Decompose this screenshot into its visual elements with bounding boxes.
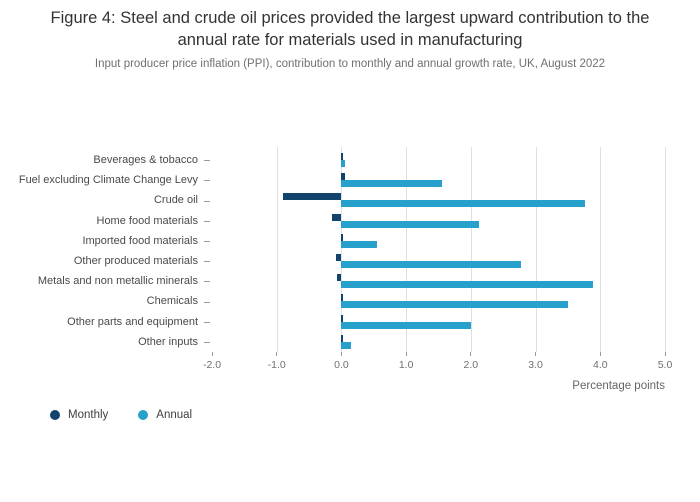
bar-annual — [341, 200, 585, 208]
gridline — [406, 147, 408, 352]
gridline — [276, 147, 278, 352]
legend-label: Monthly — [68, 409, 109, 421]
category-label: Home food materials — [96, 214, 199, 227]
x-tick-label: -1.0 — [267, 359, 286, 371]
category-label: Crude oil — [153, 194, 198, 207]
y-axis-ticks — [204, 150, 210, 352]
bar-monthly — [331, 213, 342, 221]
bar-monthly — [341, 314, 343, 322]
bar-annual — [341, 160, 345, 167]
x-tick-label: 4.0 — [592, 359, 608, 371]
category-label: Other inputs — [138, 335, 198, 348]
y-tick — [204, 341, 210, 343]
legend-dot-icon — [138, 410, 149, 420]
y-tick — [204, 160, 210, 162]
gridline — [600, 147, 602, 352]
x-tick-label: 0.0 — [334, 359, 349, 371]
y-tick — [204, 240, 210, 242]
gridline — [535, 147, 537, 352]
y-tick — [204, 261, 210, 263]
bar-annual — [341, 261, 522, 268]
category-label: Imported food materials — [82, 234, 198, 247]
y-tick — [204, 200, 210, 202]
bar-monthly — [336, 254, 342, 261]
chart-subtitle: Input producer price inflation (PPI), co… — [94, 58, 606, 70]
gridline — [665, 147, 666, 352]
bar-monthly — [336, 274, 342, 282]
bar-monthly — [283, 193, 342, 201]
bar-annual — [341, 220, 479, 228]
y-axis-labels: Beverages & tobacco Fuel excluding Climat… — [0, 150, 198, 352]
bar-monthly — [341, 173, 346, 181]
legend-label: Annual — [156, 409, 193, 421]
x-tick — [599, 352, 601, 356]
bar-monthly — [341, 153, 343, 160]
bar-annual — [341, 321, 471, 329]
x-axis: -2.0 -1.0 0.0 1.0 2.0 3.0 4.0 5.0 — [203, 352, 672, 376]
y-tick — [204, 180, 210, 182]
category-label: Beverages & tobacco — [93, 154, 198, 166]
bar-monthly — [341, 334, 343, 342]
x-tick — [340, 352, 342, 356]
chart-legend: Monthly Annual — [50, 409, 192, 421]
x-tick — [405, 352, 407, 356]
x-tick — [664, 352, 666, 356]
x-tick-label: 3.0 — [528, 359, 543, 371]
x-tick — [211, 352, 213, 356]
category-label: Fuel excluding Climate Change Levy — [18, 174, 198, 187]
gridline — [341, 147, 343, 352]
x-tick — [470, 352, 472, 356]
x-tick-label: 2.0 — [463, 359, 479, 371]
y-tick — [204, 220, 210, 222]
category-label: Chemicals — [146, 295, 198, 308]
plot-area — [212, 147, 666, 352]
bar-annual — [341, 240, 377, 248]
bar-monthly — [341, 233, 343, 241]
legend-item-monthly[interactable]: Monthly — [50, 409, 108, 421]
x-tick-label: 5.0 — [657, 359, 673, 371]
category-label: Other parts and equipment — [67, 315, 198, 328]
category-label: Metals and non metallic minerals — [37, 275, 198, 288]
gridline — [470, 147, 472, 352]
x-axis-title: Percentage points — [572, 380, 665, 392]
x-tick-label: 1.0 — [398, 359, 414, 371]
legend-dot-icon — [50, 410, 60, 420]
chart-title: Figure 4: Steel and crude oil prices pro… — [50, 9, 650, 49]
y-tick — [204, 321, 210, 323]
y-tick — [204, 281, 210, 283]
bar-annual — [341, 281, 593, 289]
x-tick — [535, 352, 537, 356]
bar-annual — [341, 341, 352, 349]
bar-annual — [341, 301, 568, 309]
bar-monthly — [341, 294, 343, 302]
category-label: Other produced materials — [73, 255, 198, 267]
y-tick — [204, 301, 210, 303]
bar-annual — [341, 180, 442, 188]
x-tick-label: -2.0 — [202, 359, 222, 371]
x-tick — [276, 352, 278, 356]
legend-item-annual[interactable]: Annual — [138, 409, 192, 421]
